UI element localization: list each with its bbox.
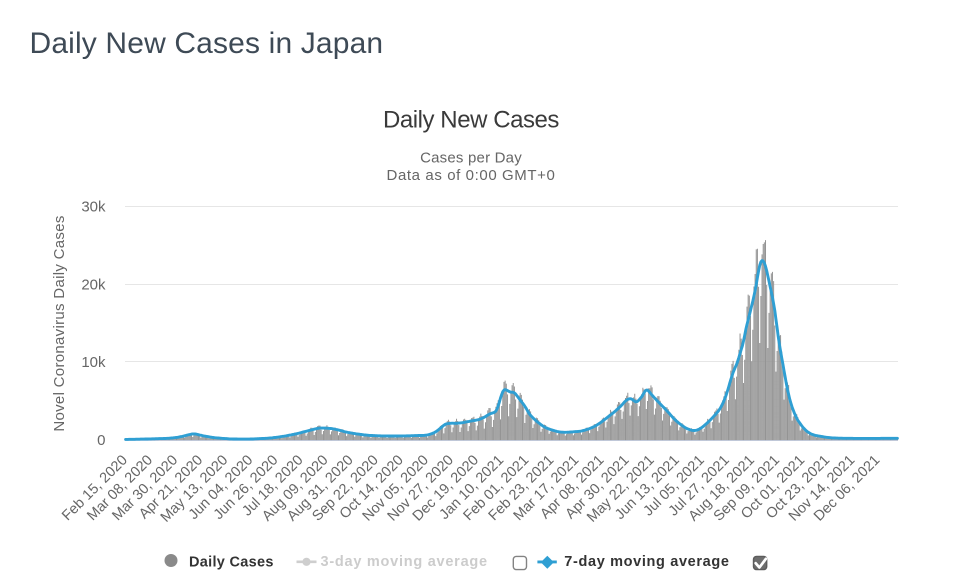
- svg-text:Novel Coronavirus Daily Cases: Novel Coronavirus Daily Cases: [51, 215, 68, 431]
- svg-text:Daily New Cases: Daily New Cases: [383, 107, 559, 134]
- svg-text:Data as of 0:00 GMT+0: Data as of 0:00 GMT+0: [387, 167, 556, 184]
- svg-text:Daily Cases: Daily Cases: [189, 555, 274, 571]
- svg-text:10k: 10k: [81, 354, 106, 371]
- svg-text:Daily New Cases in Japan: Daily New Cases in Japan: [30, 27, 384, 60]
- svg-text:7-day moving average: 7-day moving average: [564, 554, 729, 570]
- svg-text:3-day moving average: 3-day moving average: [321, 554, 488, 570]
- svg-text:20k: 20k: [81, 276, 106, 293]
- svg-text:30k: 30k: [81, 199, 106, 216]
- svg-text:0: 0: [97, 432, 105, 449]
- svg-text:Cases per Day: Cases per Day: [420, 150, 522, 167]
